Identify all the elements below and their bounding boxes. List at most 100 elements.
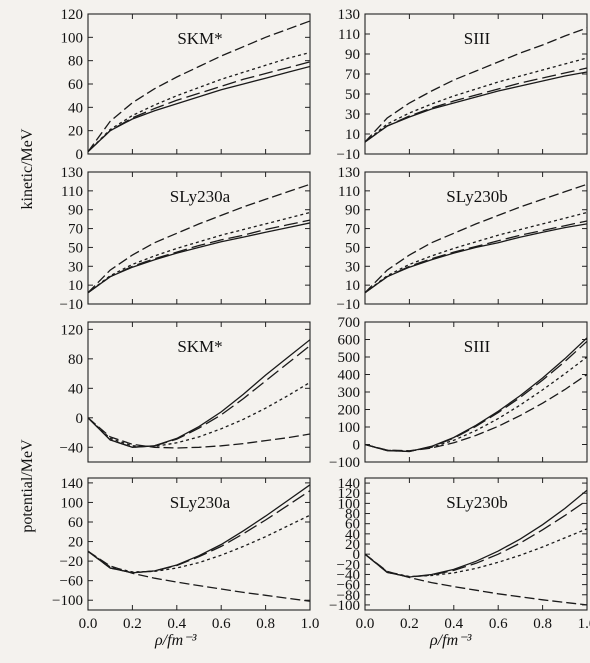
y-tick-label: 10 bbox=[345, 127, 360, 143]
series-line-dash-dot bbox=[365, 183, 587, 294]
y-tick-label: 100 bbox=[338, 420, 361, 436]
x-tick-label: 0.4 bbox=[167, 616, 186, 632]
panel-title: SIII bbox=[464, 337, 491, 356]
series-line-solid bbox=[88, 222, 310, 294]
y-tick-label: 80 bbox=[68, 352, 83, 368]
plot-frame bbox=[364, 171, 588, 305]
y-tick-label: 400 bbox=[338, 368, 361, 384]
panel-title: SLy230a bbox=[170, 187, 231, 206]
series-line-solid bbox=[365, 223, 587, 294]
y-tick-label: 500 bbox=[338, 350, 361, 366]
x-tick-label: 0.4 bbox=[444, 616, 463, 632]
series-line-long-dash bbox=[365, 220, 587, 294]
y-tick-label: 140 bbox=[61, 476, 84, 492]
x-tick-label: 0.2 bbox=[123, 616, 142, 632]
y-tick-label: 130 bbox=[338, 7, 361, 23]
y-tick-label: 80 bbox=[68, 54, 83, 70]
y-tick-label: 30 bbox=[345, 107, 360, 123]
potential-axis-label: potential/MeV bbox=[19, 439, 36, 533]
series-line-dash-dot bbox=[88, 550, 310, 602]
panel-potential-skm: −40 0 40 80 120 SKM* bbox=[60, 321, 311, 463]
series-line-long-dash bbox=[88, 345, 310, 448]
y-tick-label: 0 bbox=[76, 411, 84, 427]
panel-kinetic-sly230b: −10 10 30 50 70 90 110 130 SLy230b bbox=[337, 165, 588, 313]
y-tick-label: 90 bbox=[345, 203, 360, 219]
y-tick-label: −80 bbox=[337, 588, 360, 604]
y-tick-label: 110 bbox=[61, 184, 83, 200]
y-tick-label: 50 bbox=[345, 87, 360, 103]
y-tick-label: 110 bbox=[338, 184, 360, 200]
y-tick-label: 60 bbox=[68, 515, 83, 531]
series-line-short-dash bbox=[365, 211, 587, 294]
y-tick-label: 0 bbox=[353, 438, 361, 454]
panel-kinetic-sly230a: −10 10 30 50 70 90 110 130 SLy230a bbox=[60, 165, 311, 313]
y-tick-label: 40 bbox=[68, 381, 83, 397]
series-line-dash-dot bbox=[88, 20, 310, 153]
y-tick-label: 60 bbox=[345, 517, 360, 533]
y-tick-label: 120 bbox=[61, 7, 84, 23]
y-tick-label: 20 bbox=[68, 535, 83, 551]
panel-kinetic-siii: −10 10 30 50 70 90 110 130 SIII bbox=[337, 7, 588, 163]
y-tick-label: 30 bbox=[68, 259, 83, 275]
x-axis-label-right: ρ/fm⁻³ bbox=[430, 632, 472, 649]
y-tick-label: 90 bbox=[68, 203, 83, 219]
y-tick-label: 120 bbox=[61, 322, 84, 338]
y-tick-label: 120 bbox=[338, 486, 361, 502]
y-tick-label: −10 bbox=[60, 297, 83, 313]
y-tick-label: 40 bbox=[345, 527, 360, 543]
series-line-dash-dot bbox=[88, 417, 310, 449]
series-line-solid bbox=[88, 65, 310, 153]
y-tick-label: 40 bbox=[68, 100, 83, 116]
y-tick-label: 600 bbox=[338, 333, 361, 349]
panel-title: SLy230b bbox=[446, 493, 507, 512]
x-tick-label: 0.6 bbox=[212, 616, 231, 632]
y-tick-label: 50 bbox=[68, 240, 83, 256]
panel-kinetic-skm: 0 20 40 60 80 100 120 SKM* bbox=[61, 7, 311, 163]
y-tick-label: −100 bbox=[52, 593, 83, 609]
y-tick-label: 30 bbox=[345, 259, 360, 275]
series-line-long-dash bbox=[88, 219, 310, 294]
x-axis-label-left: ρ/fm⁻³ bbox=[155, 632, 197, 649]
series-line-short-dash bbox=[88, 381, 310, 448]
y-tick-label: −100 bbox=[329, 598, 360, 614]
y-tick-label: −10 bbox=[337, 297, 360, 313]
series-line-dash-dot bbox=[365, 27, 587, 143]
y-tick-label: −40 bbox=[60, 440, 83, 456]
panel-title: SLy230b bbox=[446, 187, 507, 206]
y-tick-label: 100 bbox=[338, 496, 361, 512]
y-tick-label: 10 bbox=[345, 278, 360, 294]
y-tick-label: −60 bbox=[337, 578, 360, 594]
y-tick-label: 70 bbox=[345, 67, 360, 83]
kinetic-axis-label: kinetic/MeV bbox=[19, 128, 36, 210]
panel-potential-sly230a: −100 −60 −20 20 60 100 140 0.0 0.2 0.4 0.6 0.8 1.0 SL… bbox=[52, 476, 319, 632]
x-tick-label: 1.0 bbox=[578, 616, 590, 632]
y-tick-label: 60 bbox=[68, 77, 83, 93]
series-line-long-dash bbox=[365, 340, 587, 453]
x-tick-label: 0.2 bbox=[400, 616, 419, 632]
x-tick-label: 0.6 bbox=[489, 616, 508, 632]
x-tick-label: 0.0 bbox=[79, 616, 98, 632]
y-tick-label: −10 bbox=[337, 147, 360, 163]
series-line-dash-dot bbox=[365, 373, 587, 452]
y-tick-label: 90 bbox=[345, 47, 360, 63]
y-tick-label: 110 bbox=[338, 27, 360, 43]
y-tick-label: 70 bbox=[68, 222, 83, 238]
series-line-short-dash bbox=[88, 514, 310, 573]
y-tick-label: −40 bbox=[337, 567, 360, 583]
series-line-long-dash bbox=[365, 67, 587, 143]
y-tick-label: 0 bbox=[353, 547, 361, 563]
series-line-long-dash bbox=[88, 61, 310, 153]
series-line-dash-dot bbox=[88, 183, 310, 294]
x-tick-label: 0.8 bbox=[256, 616, 275, 632]
y-tick-label: 80 bbox=[345, 507, 360, 523]
y-tick-label: 100 bbox=[61, 30, 84, 46]
y-tick-label: 130 bbox=[61, 165, 84, 181]
y-tick-label: −20 bbox=[60, 554, 83, 570]
y-tick-label: 100 bbox=[61, 495, 84, 511]
panel-title: SKM* bbox=[177, 337, 222, 356]
series-line-dash-dot bbox=[365, 553, 587, 606]
panel-title: SLy230a bbox=[170, 493, 231, 512]
